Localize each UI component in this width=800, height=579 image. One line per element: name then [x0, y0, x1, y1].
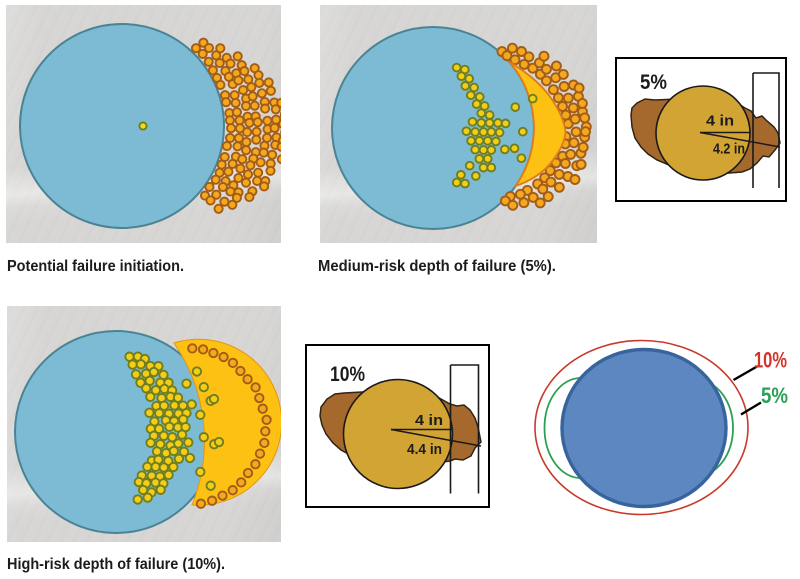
svg-text:4.4 in: 4.4 in — [407, 441, 442, 458]
svg-text:4 in: 4 in — [415, 412, 443, 429]
svg-text:4.2 in: 4.2 in — [713, 141, 745, 158]
svg-text:10%: 10% — [754, 348, 787, 373]
svg-text:5%: 5% — [640, 71, 667, 94]
svg-text:5%: 5% — [761, 383, 788, 408]
svg-text:10%: 10% — [330, 363, 365, 386]
svg-text:4 in: 4 in — [706, 113, 734, 130]
